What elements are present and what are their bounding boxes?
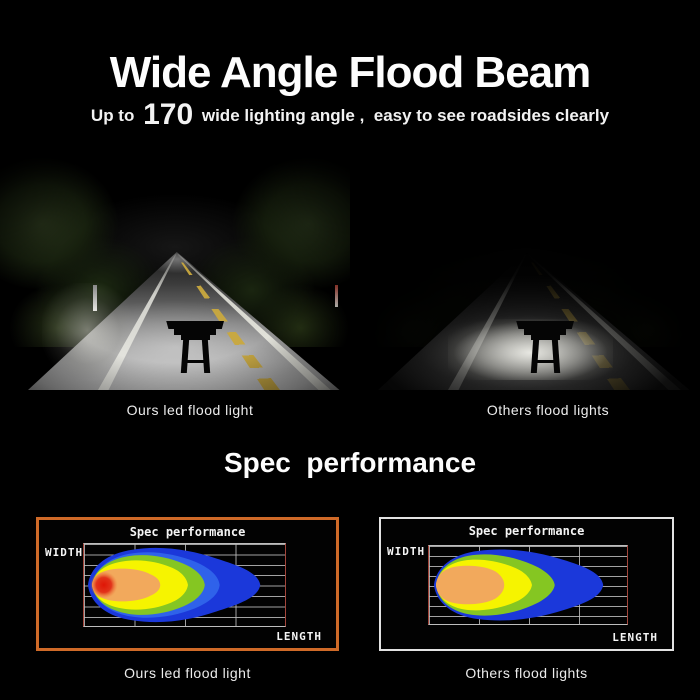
bracket (173, 328, 217, 336)
photo-ours-flood-light (0, 152, 350, 390)
vignette (0, 152, 350, 390)
beam-grid (83, 543, 286, 627)
light-stand-silhouette (166, 320, 224, 374)
light-stand-silhouette (516, 320, 574, 374)
subtitle-angle-number: 170 (143, 98, 194, 131)
length-axis-label: LENGTH (276, 630, 322, 643)
stand-leg (201, 339, 210, 374)
spec-section-heading: Spec performance (223, 447, 477, 478)
page-title: Wide Angle Flood Beam (109, 48, 592, 97)
bracket (180, 334, 210, 341)
light-bar (166, 320, 224, 330)
spec-chart-title: Spec performance (468, 524, 585, 538)
stand-leg (551, 339, 560, 374)
width-axis-label: WIDTH (387, 545, 426, 558)
length-axis-label: LENGTH (612, 631, 658, 644)
photo-comparison-row (0, 152, 700, 390)
stand-leg (530, 339, 539, 374)
spec-chart-others: Spec performance WIDTH LENGTH (379, 517, 674, 651)
caption-others-photo: Others flood lights (486, 402, 610, 418)
subtitle: Up to 170 wide lighting angle , easy to … (0, 98, 700, 132)
stand-rung (533, 359, 557, 364)
beam-hotspot-red (89, 571, 118, 599)
beam-layer-orange (435, 565, 505, 605)
bracket (530, 334, 560, 341)
beam-grid (428, 545, 628, 625)
light-bar (516, 320, 574, 330)
beam-pattern-ours (87, 547, 261, 623)
bracket (523, 328, 567, 336)
subtitle-suffix: wide lighting angle , easy to see roadsi… (197, 106, 610, 125)
caption-ours-photo: Ours led flood light (126, 402, 254, 418)
stand-rung (183, 359, 207, 364)
stand-leg (180, 339, 189, 374)
beam-pattern-others (433, 549, 604, 621)
caption-ours-spec: Ours led flood light (124, 665, 251, 681)
spec-chart-ours: Spec performance WIDTH LENGTH (36, 517, 339, 651)
spec-chart-title: Spec performance (129, 525, 246, 539)
subtitle-prefix: Up to (90, 106, 140, 125)
photo-others-flood-light (350, 152, 700, 390)
width-axis-label: WIDTH (45, 546, 84, 559)
caption-others-spec: Others flood lights (465, 665, 588, 681)
